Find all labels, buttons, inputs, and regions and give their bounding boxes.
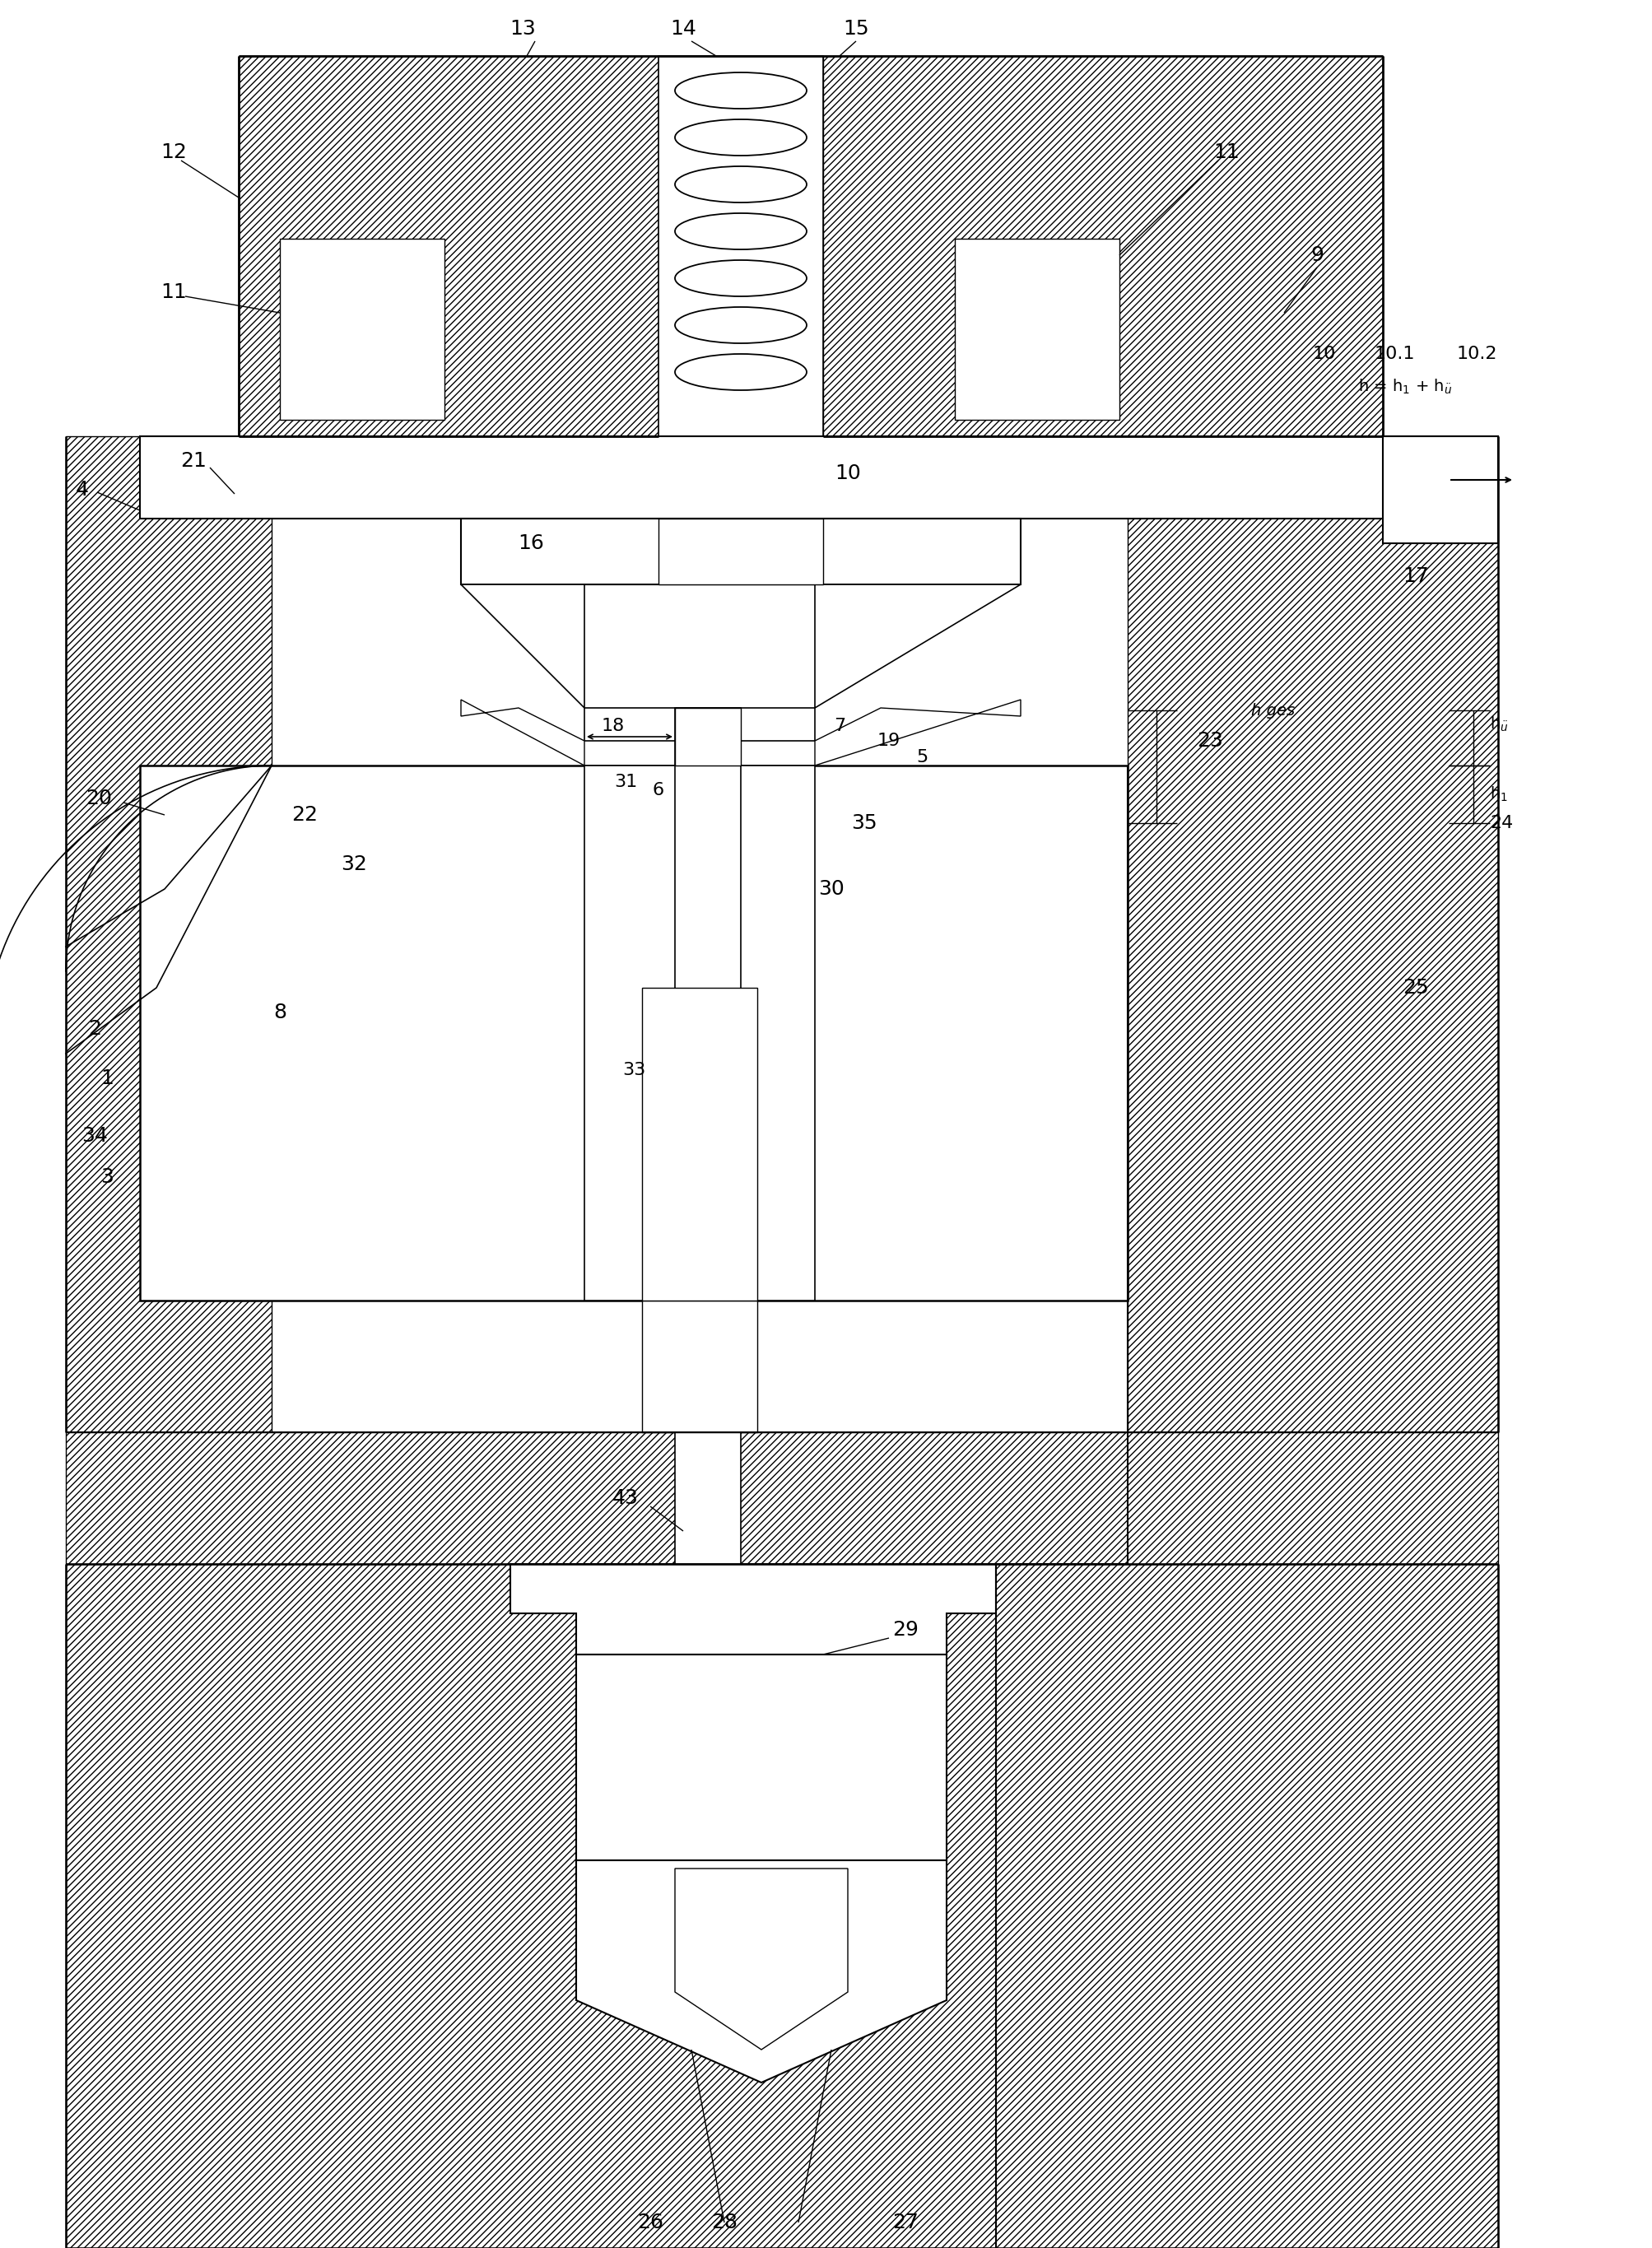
Polygon shape <box>676 1868 847 2050</box>
Text: 27: 27 <box>892 2212 919 2232</box>
Polygon shape <box>66 1565 1498 2248</box>
Text: 17: 17 <box>1403 566 1429 587</box>
Text: 26: 26 <box>638 2212 664 2232</box>
Bar <box>1383 436 1498 544</box>
Text: h$_{\ddot{u}}$: h$_{\ddot{u}}$ <box>1490 715 1508 733</box>
Text: h = h$_1$ + h$_{\ddot{u}}$: h = h$_1$ + h$_{\ddot{u}}$ <box>1358 378 1452 396</box>
Text: 8: 8 <box>273 1003 286 1023</box>
Bar <box>676 708 740 767</box>
Text: 4: 4 <box>76 479 89 499</box>
Ellipse shape <box>676 166 806 202</box>
Text: 2: 2 <box>88 1018 101 1039</box>
Text: 11: 11 <box>1213 142 1239 162</box>
Bar <box>676 708 740 1565</box>
Text: 10.1: 10.1 <box>1374 346 1416 362</box>
Text: 19: 19 <box>877 733 900 749</box>
Text: 33: 33 <box>623 1061 646 1079</box>
Bar <box>659 519 823 584</box>
Text: 18: 18 <box>601 717 624 735</box>
Ellipse shape <box>676 308 806 344</box>
Polygon shape <box>238 56 659 436</box>
Text: 16: 16 <box>517 533 544 553</box>
Polygon shape <box>66 1432 1498 1565</box>
Ellipse shape <box>676 214 806 250</box>
Text: 24: 24 <box>1490 816 1513 832</box>
Polygon shape <box>823 56 1383 436</box>
Polygon shape <box>461 699 585 767</box>
Text: 28: 28 <box>710 2212 737 2232</box>
Ellipse shape <box>676 119 806 155</box>
Text: 23: 23 <box>1196 731 1222 751</box>
Text: 22: 22 <box>291 805 317 825</box>
Text: 20: 20 <box>86 789 112 809</box>
Text: 6: 6 <box>653 782 664 798</box>
Text: 31: 31 <box>615 773 638 791</box>
Polygon shape <box>577 1861 947 2082</box>
Bar <box>643 987 757 1302</box>
Text: 10: 10 <box>834 463 861 483</box>
Polygon shape <box>1128 436 1498 1432</box>
Bar <box>140 436 1498 519</box>
Polygon shape <box>461 584 585 708</box>
Text: 13: 13 <box>509 18 535 38</box>
Ellipse shape <box>676 72 806 108</box>
Bar <box>577 1655 947 1861</box>
Text: 30: 30 <box>818 879 844 899</box>
Polygon shape <box>510 1565 996 1655</box>
Polygon shape <box>66 436 271 1432</box>
Text: 29: 29 <box>892 1621 919 1639</box>
Polygon shape <box>955 238 1120 420</box>
Text: 12: 12 <box>160 142 187 162</box>
Text: 35: 35 <box>851 814 877 834</box>
Bar <box>659 56 823 436</box>
Bar <box>585 767 814 1302</box>
Bar <box>643 1302 757 1432</box>
Bar <box>585 708 814 742</box>
Text: h$_1$: h$_1$ <box>1490 785 1508 803</box>
Text: 1: 1 <box>101 1068 114 1088</box>
Text: 10.2: 10.2 <box>1457 346 1498 362</box>
Bar <box>140 767 1128 1302</box>
Text: h ges: h ges <box>1251 704 1295 717</box>
Text: 32: 32 <box>340 854 367 874</box>
Bar <box>461 519 1021 584</box>
Text: 43: 43 <box>613 1488 639 1508</box>
Polygon shape <box>279 238 444 420</box>
Polygon shape <box>814 699 1021 767</box>
Text: 3: 3 <box>101 1167 114 1187</box>
Text: 9: 9 <box>1310 245 1323 265</box>
Text: 5: 5 <box>915 749 928 767</box>
Text: 21: 21 <box>180 452 206 470</box>
Text: 10: 10 <box>1313 346 1336 362</box>
Text: 15: 15 <box>843 18 869 38</box>
Text: 14: 14 <box>671 18 695 38</box>
Text: 11: 11 <box>160 283 187 301</box>
Text: 25: 25 <box>1403 978 1429 998</box>
Ellipse shape <box>676 261 806 297</box>
Text: 34: 34 <box>81 1126 107 1146</box>
Text: 7: 7 <box>834 717 846 735</box>
Ellipse shape <box>676 353 806 391</box>
Polygon shape <box>814 584 1021 708</box>
